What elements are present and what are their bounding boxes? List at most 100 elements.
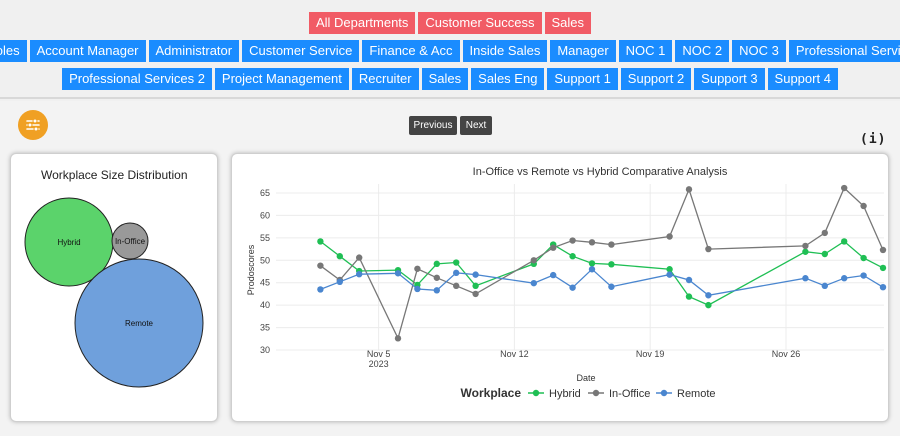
role-button-recruiter[interactable]: Recruiter: [351, 68, 419, 90]
data-point-hybrid[interactable]: [453, 259, 460, 266]
department-button-customer-success[interactable]: Customer Success: [418, 12, 542, 34]
data-point-hybrid[interactable]: [860, 254, 867, 262]
data-point-remote[interactable]: [550, 271, 557, 279]
workplace-size-card: Workplace Size Distribution Hybrid In-Of…: [10, 153, 218, 422]
data-point-remote[interactable]: [472, 271, 479, 278]
data-point-in-office[interactable]: [394, 335, 402, 342]
comparative-analysis-card: In-Office vs Remote vs Hybrid Comparativ…: [231, 153, 889, 422]
role-button-inside-sales[interactable]: Inside Sales: [462, 40, 548, 62]
role-button-sales-eng[interactable]: Sales Eng: [471, 68, 545, 90]
data-point-hybrid[interactable]: [336, 253, 343, 260]
data-point-remote[interactable]: [705, 292, 712, 299]
data-point-in-office[interactable]: [666, 233, 673, 240]
department-button-all-departments[interactable]: All Departments: [308, 12, 416, 34]
data-point-remote[interactable]: [666, 271, 673, 278]
previous-button[interactable]: Previous: [409, 116, 457, 135]
role-button-support-4[interactable]: Support 4: [767, 68, 838, 90]
data-point-hybrid[interactable]: [472, 282, 479, 290]
info-icon[interactable]: (i): [860, 132, 887, 147]
data-point-in-office[interactable]: [860, 202, 867, 210]
bubble-label-remote: Remote: [125, 319, 154, 328]
data-point-hybrid[interactable]: [569, 253, 576, 260]
role-button-project-management[interactable]: Project Management: [214, 68, 349, 90]
data-point-in-office[interactable]: [608, 241, 615, 248]
role-button-sales[interactable]: Sales: [421, 68, 469, 90]
data-point-remote[interactable]: [530, 279, 537, 287]
y-axis-ticks: 30 35 40 45 50 55 60 65: [260, 188, 270, 355]
data-point-in-office[interactable]: [588, 239, 596, 246]
data-point-hybrid[interactable]: [666, 266, 673, 273]
data-point-hybrid[interactable]: [317, 238, 324, 245]
data-point-remote[interactable]: [802, 275, 809, 282]
data-point-hybrid[interactable]: [821, 250, 828, 258]
data-point-hybrid[interactable]: [433, 260, 440, 268]
data-point-remote[interactable]: [356, 270, 363, 278]
role-button-support-1[interactable]: Support 1: [547, 68, 618, 90]
role-button-professional-services-1[interactable]: Professional Services 1: [788, 40, 900, 62]
data-point-hybrid[interactable]: [608, 261, 615, 268]
data-point-remote[interactable]: [317, 286, 324, 293]
data-point-hybrid[interactable]: [841, 238, 848, 245]
role-button-administrator[interactable]: Administrator: [148, 40, 240, 62]
data-point-in-office[interactable]: [841, 184, 848, 192]
role-button-support-2[interactable]: Support 2: [620, 68, 692, 90]
data-point-remote[interactable]: [841, 275, 848, 282]
data-point-remote[interactable]: [685, 276, 693, 284]
data-point-hybrid[interactable]: [588, 260, 596, 267]
data-point-in-office[interactable]: [879, 246, 887, 254]
x-tick-label: Nov 5: [367, 349, 391, 359]
next-button[interactable]: Next: [460, 116, 492, 135]
filter-toggle-button[interactable]: [18, 110, 48, 140]
legend-marker-in-office: [592, 389, 600, 397]
role-button-all-roles[interactable]: All Roles: [0, 40, 27, 62]
data-point-hybrid[interactable]: [802, 248, 809, 255]
data-point-remote[interactable]: [821, 282, 828, 290]
data-point-remote[interactable]: [608, 283, 615, 290]
data-point-in-office[interactable]: [802, 242, 809, 250]
data-point-remote[interactable]: [453, 269, 460, 277]
data-point-remote[interactable]: [588, 266, 596, 273]
data-point-in-office[interactable]: [356, 254, 363, 261]
data-point-in-office[interactable]: [685, 186, 693, 193]
data-point-in-office[interactable]: [414, 265, 421, 272]
sliders-icon: [26, 118, 40, 132]
role-button-noc-2[interactable]: NOC 2: [675, 40, 730, 62]
role-button-support-3[interactable]: Support 3: [694, 68, 765, 90]
legend-label-remote[interactable]: Remote: [677, 388, 716, 400]
role-button-account-manager[interactable]: Account Manager: [29, 40, 146, 62]
bubble-label-in-office: In-Office: [115, 237, 146, 246]
data-point-in-office[interactable]: [550, 244, 557, 251]
role-button-finance-acc[interactable]: Finance & Acc: [362, 40, 460, 62]
data-point-in-office[interactable]: [472, 290, 479, 298]
data-point-remote[interactable]: [569, 284, 576, 291]
bubble-in-office[interactable]: [111, 222, 149, 260]
data-point-remote[interactable]: [433, 287, 440, 294]
data-point-remote[interactable]: [394, 270, 402, 277]
role-button-customer-service[interactable]: Customer Service: [242, 40, 360, 62]
data-point-remote[interactable]: [414, 285, 421, 293]
data-point-in-office[interactable]: [821, 229, 828, 237]
data-point-in-office[interactable]: [433, 274, 440, 281]
role-button-professional-services-2[interactable]: Professional Services 2: [62, 68, 212, 90]
data-point-hybrid[interactable]: [705, 301, 712, 309]
data-point-hybrid[interactable]: [879, 264, 887, 272]
data-point-hybrid[interactable]: [685, 293, 693, 300]
data-point-remote[interactable]: [860, 272, 867, 279]
data-point-in-office[interactable]: [569, 237, 576, 244]
legend-title: Workplace: [461, 386, 522, 400]
role-button-manager[interactable]: Manager: [550, 40, 616, 62]
data-point-in-office[interactable]: [453, 282, 460, 290]
data-point-in-office[interactable]: [317, 262, 324, 269]
bubble-remote[interactable]: [74, 258, 204, 388]
data-point-in-office[interactable]: [705, 245, 712, 253]
y-tick-label: 45: [260, 278, 270, 288]
legend-label-in-office[interactable]: In-Office: [609, 388, 650, 400]
x-tick-label: Nov 19: [636, 349, 665, 359]
role-button-noc-1[interactable]: NOC 1: [618, 40, 673, 62]
data-point-remote[interactable]: [336, 278, 343, 286]
department-button-sales[interactable]: Sales: [544, 12, 592, 34]
legend-label-hybrid[interactable]: Hybrid: [549, 388, 581, 400]
data-point-remote[interactable]: [879, 283, 887, 291]
role-button-noc-3[interactable]: NOC 3: [732, 40, 786, 62]
data-point-in-office[interactable]: [530, 257, 537, 264]
